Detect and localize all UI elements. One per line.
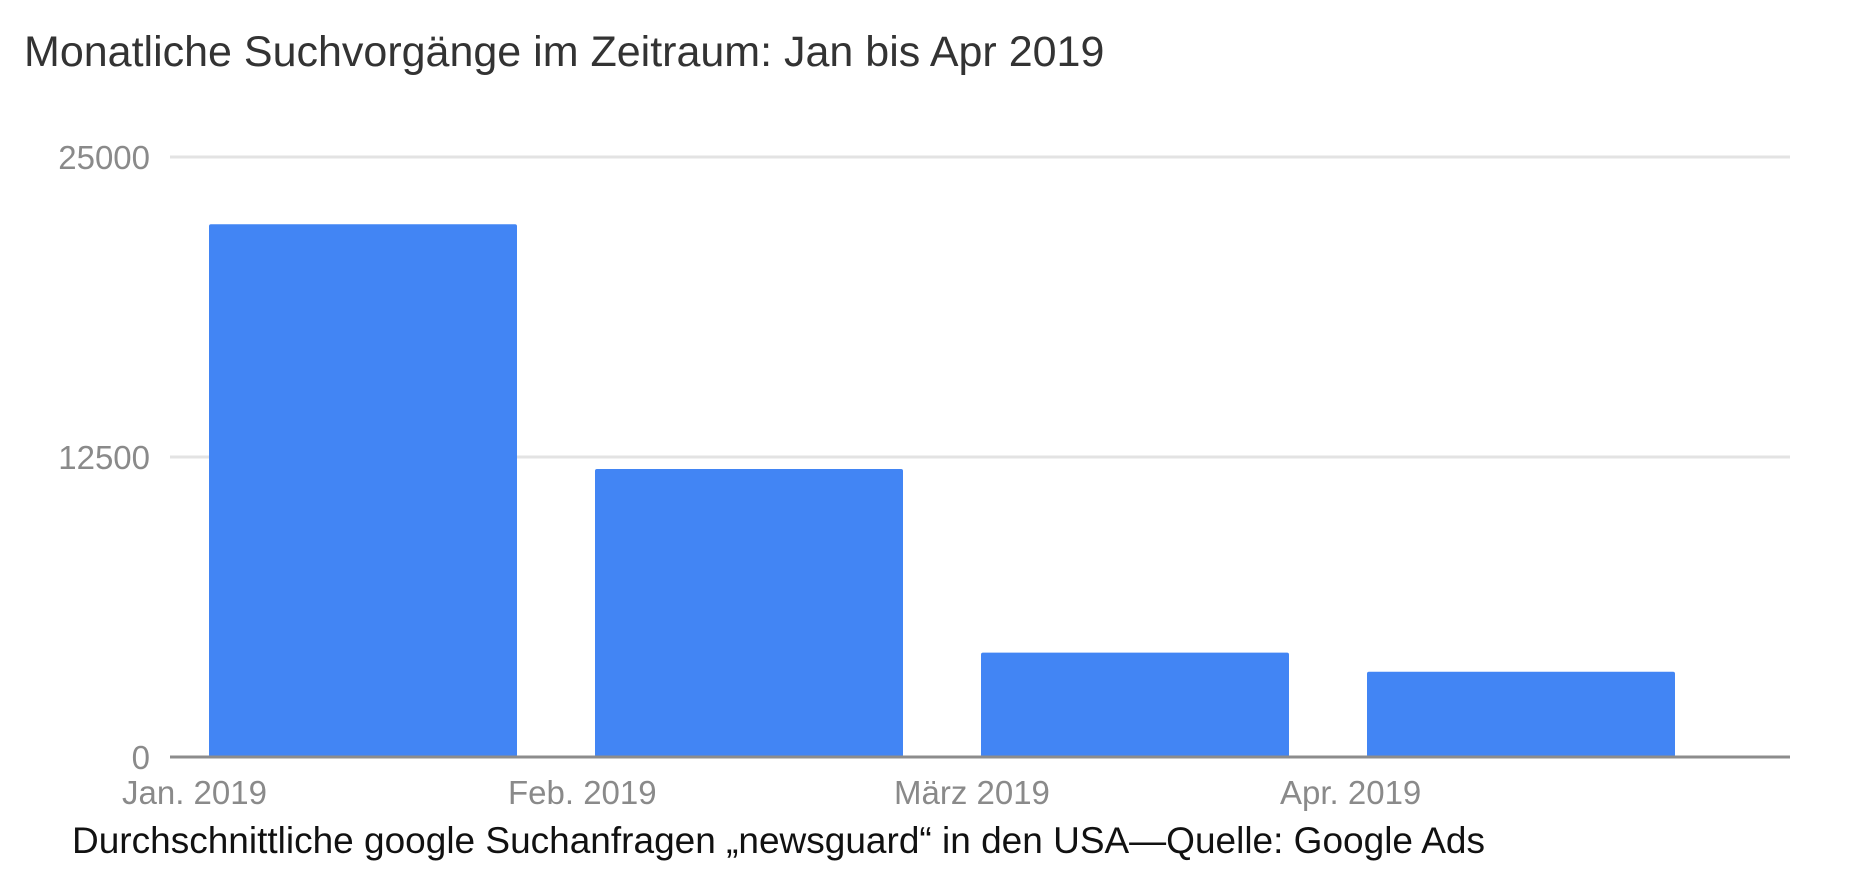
x-tick-label: Jan. 2019 xyxy=(122,774,267,811)
x-tick-label: März 2019 xyxy=(894,774,1050,811)
bar-3 xyxy=(981,652,1289,757)
y-tick-label: 0 xyxy=(132,739,150,776)
x-tick-label: Apr. 2019 xyxy=(1280,774,1421,811)
bar-1 xyxy=(209,224,517,757)
y-tick-label: 12500 xyxy=(58,439,150,476)
bar-2 xyxy=(595,469,903,757)
chart-caption: Durchschnittliche google Suchanfragen „n… xyxy=(72,820,1485,861)
bars xyxy=(209,224,1675,757)
y-axis-ticks: 0 12500 25000 xyxy=(58,139,150,776)
x-axis-ticks: Jan. 2019 Feb. 2019 März 2019 Apr. 2019 xyxy=(122,774,1421,811)
chart-title: Monatliche Suchvorgänge im Zeitraum: Jan… xyxy=(24,28,1104,76)
x-tick-label: Feb. 2019 xyxy=(508,774,657,811)
y-tick-label: 25000 xyxy=(58,139,150,176)
bar-4 xyxy=(1367,671,1675,757)
